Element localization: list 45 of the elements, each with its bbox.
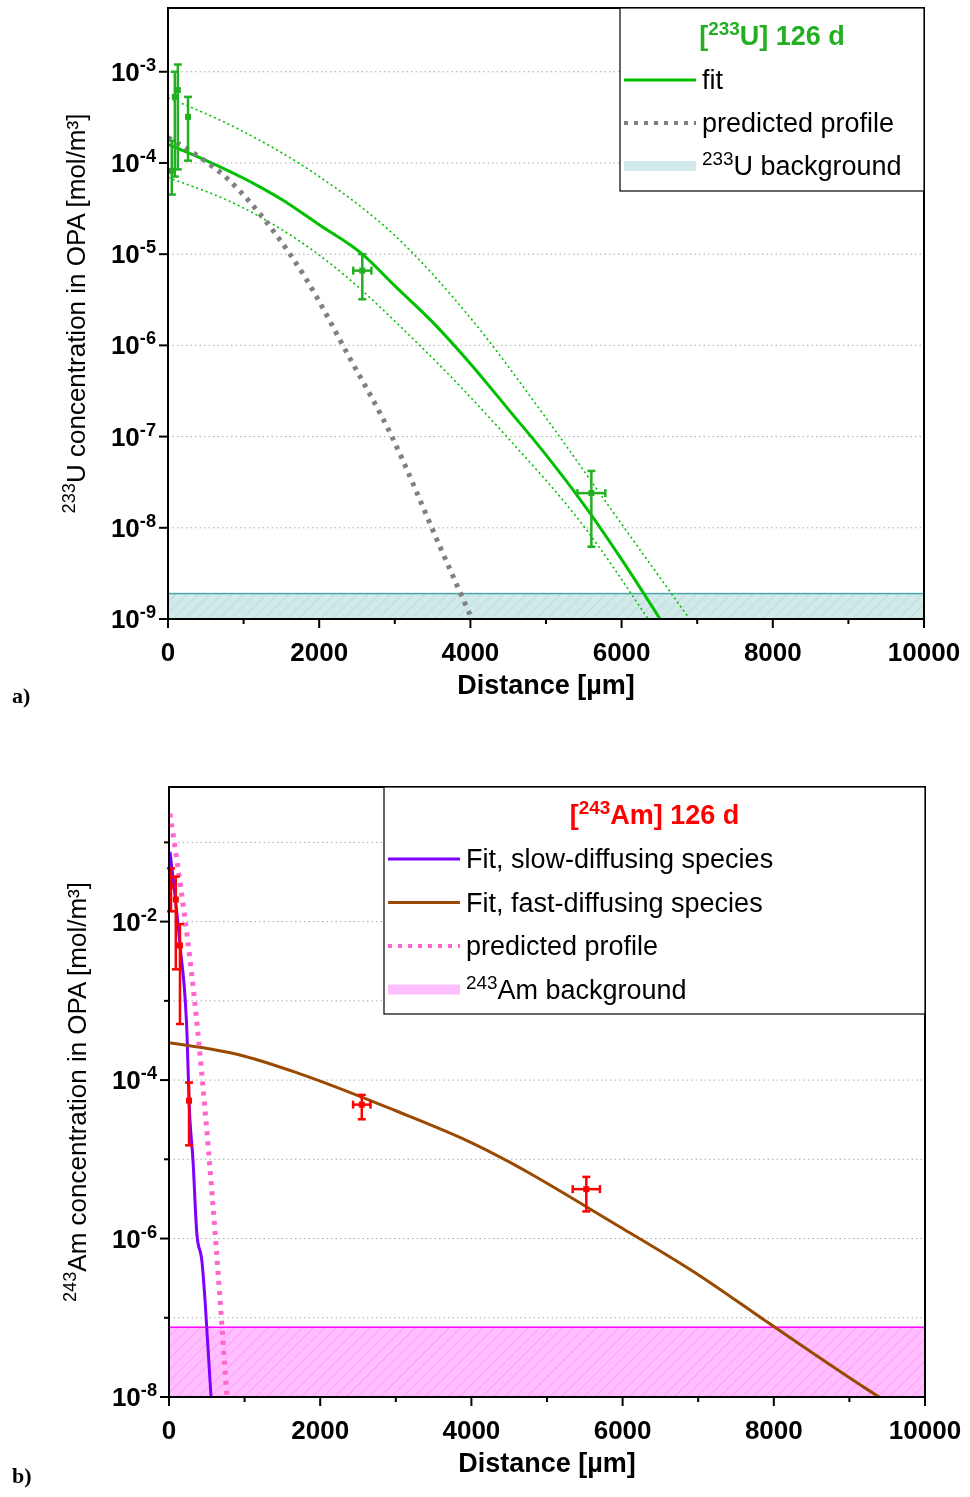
x-tick-label: 2000 [290,637,349,667]
x-tick-label: 8000 [744,1415,803,1445]
text: b) [12,1463,32,1488]
legend-label: fit [702,65,724,95]
y-tick-label: 10$^{-2}$ [111,904,157,937]
x-tick-label: 8000 [743,637,802,667]
x-tick-label: 0 [161,1415,177,1445]
y-tick-label: 10$^{-4}$ [110,145,157,178]
x-axis-title: Distance [µm] [457,670,635,700]
x-tick-label: 6000 [592,637,651,667]
x-axis-title: Distance [µm] [458,1448,636,1478]
y-tick-label: 10$^{-3}$ [110,54,156,87]
point [176,942,183,949]
x-tick-label: 4000 [442,1415,501,1445]
x-tick-label: 2000 [291,1415,350,1445]
y-tick-label: 10$^{-6}$ [111,1221,157,1254]
legend-label: Fit, slow-diffusing species [466,844,774,874]
y-tick-label: 10$^{-7}$ [110,419,156,452]
x-tick-label: 10000 [888,1415,962,1445]
x-tick-label: 4000 [441,637,500,667]
x-tick-label: 10000 [887,637,961,667]
y-tick-label: 10$^{-9}$ [110,602,156,634]
y-tick-label: 10$^{-8}$ [110,510,156,543]
y-tick-label: 10$^{-4}$ [111,1063,158,1096]
point [185,113,192,120]
legend-title: [$^{243}$Am] 126 d [569,796,740,830]
point [358,1101,365,1108]
point [186,1097,193,1104]
legend-label: $^{233}$U background [702,147,902,181]
legend-label: Fit, fast-diffusing species [466,887,763,918]
line-series [169,1041,881,1397]
text: a) [12,683,31,708]
x-tick-label: 0 [160,637,176,667]
point [359,267,366,274]
x-tick-label: 6000 [593,1415,652,1445]
y-tick-label: 10$^{-5}$ [110,237,156,270]
legend-title: [$^{233}$U] 126 d [699,17,845,51]
point [588,490,595,497]
y-tick-label: 10$^{-6}$ [110,328,156,361]
y-tick-label: 10$^{-8}$ [111,1380,157,1412]
legend-label: $^{243}$Am background [466,971,687,1005]
point [172,896,179,903]
legend-label: predicted profile [702,108,895,138]
point [583,1186,590,1193]
legend-label: predicted profile [466,931,659,961]
